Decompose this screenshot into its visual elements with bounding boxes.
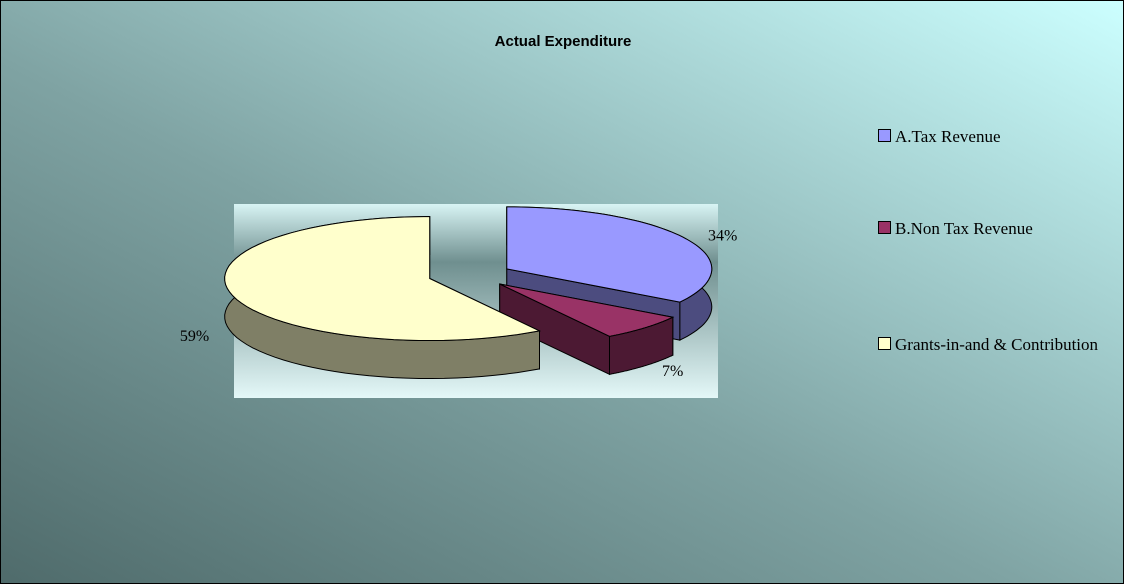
legend-swatch (878, 337, 891, 350)
chart-title: Actual Expenditure (495, 33, 632, 50)
legend-item: Grants-in-and & Contribution (878, 332, 1108, 357)
legend-label: A.Tax Revenue (895, 127, 1001, 146)
pie-slice (506, 206, 713, 303)
data-label: 34% (708, 227, 737, 244)
legend-swatch (878, 129, 891, 142)
pie-slice (499, 283, 675, 337)
legend-label: B.Non Tax Revenue (895, 219, 1033, 238)
legend-swatch (878, 221, 891, 234)
legend-item: A.Tax Revenue (878, 124, 1108, 149)
legend-item: B.Non Tax Revenue (878, 216, 1108, 241)
pie-slice (224, 215, 542, 341)
data-label: 7% (662, 363, 683, 380)
legend-label: Grants-in-and & Contribution (895, 335, 1099, 354)
data-label: 59% (180, 328, 209, 345)
